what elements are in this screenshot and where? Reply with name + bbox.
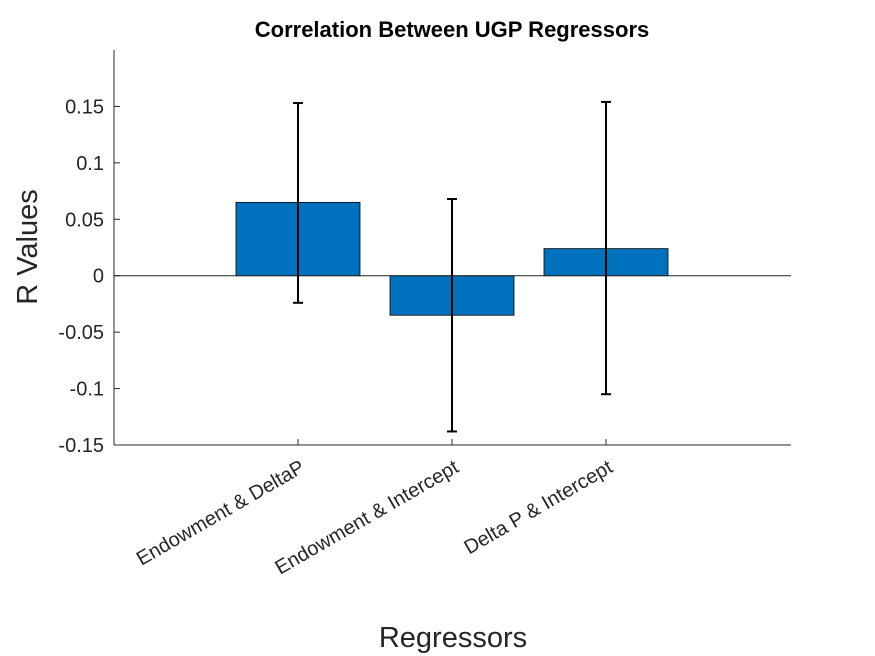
x-axis-label: Regressors [379,622,527,654]
y-tick-label: -0.1 [70,379,104,401]
chart-title: Correlation Between UGP Regressors [255,17,650,42]
y-tick-label: 0.15 [65,96,104,118]
y-tick-label: 0.1 [76,153,104,175]
y-tick-label: -0.15 [58,435,104,457]
y-axis-label: R Values [12,189,44,305]
y-tick-label: -0.05 [58,322,104,344]
y-tick-label: 0.05 [65,209,104,231]
y-tick-label: 0 [93,266,104,288]
